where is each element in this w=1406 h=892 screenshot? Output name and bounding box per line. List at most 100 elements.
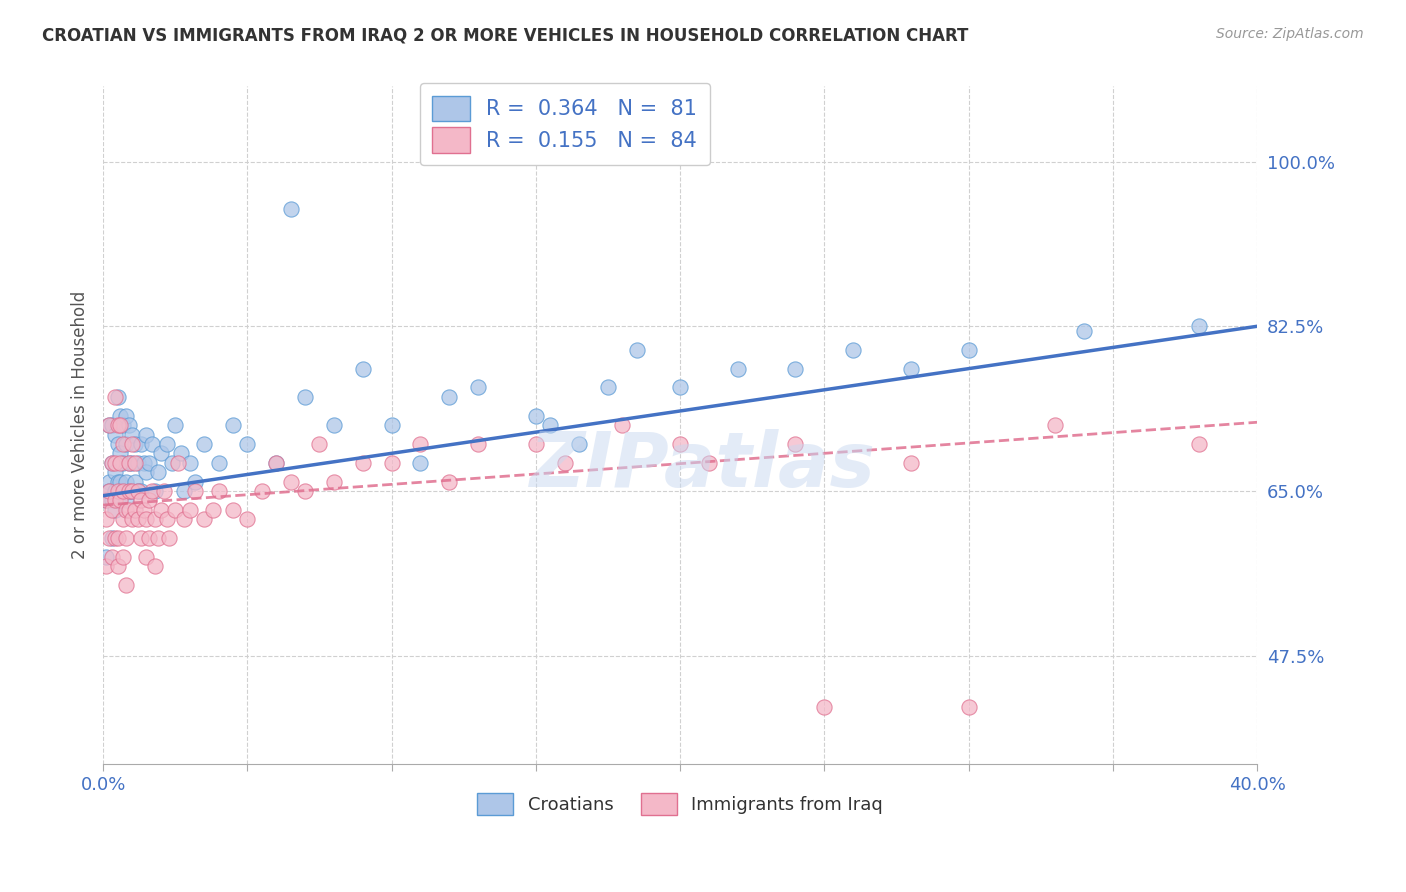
Point <box>409 456 432 470</box>
Point <box>104 390 127 404</box>
Point <box>524 437 547 451</box>
Point <box>97 418 120 433</box>
Point <box>138 493 160 508</box>
Point <box>201 502 224 516</box>
Point <box>124 502 146 516</box>
Point <box>467 380 489 394</box>
Point <box>294 483 316 498</box>
Point <box>554 456 576 470</box>
Point <box>121 427 143 442</box>
Point <box>236 512 259 526</box>
Point <box>352 456 374 470</box>
Point <box>121 512 143 526</box>
Point <box>669 380 692 394</box>
Point <box>110 456 132 470</box>
Point <box>112 418 135 433</box>
Point <box>110 418 132 433</box>
Point <box>129 531 152 545</box>
Point <box>280 202 302 216</box>
Point <box>112 483 135 498</box>
Point <box>135 427 157 442</box>
Point <box>101 418 124 433</box>
Point <box>101 456 124 470</box>
Point <box>110 475 132 489</box>
Point <box>121 437 143 451</box>
Point <box>115 475 138 489</box>
Point <box>101 549 124 564</box>
Point <box>381 456 404 470</box>
Point <box>179 456 201 470</box>
Point <box>409 437 432 451</box>
Point <box>107 418 129 433</box>
Point <box>94 549 117 564</box>
Point <box>322 418 344 433</box>
Point <box>115 437 138 451</box>
Point <box>612 418 634 433</box>
Point <box>132 502 155 516</box>
Point <box>596 380 619 394</box>
Point <box>152 483 174 498</box>
Point <box>127 456 149 470</box>
Point <box>568 437 591 451</box>
Point <box>626 343 648 357</box>
Point <box>107 390 129 404</box>
Point <box>439 475 461 489</box>
Point <box>322 475 344 489</box>
Point <box>118 456 141 470</box>
Point <box>352 361 374 376</box>
Point <box>101 456 124 470</box>
Point <box>112 456 135 470</box>
Point <box>1043 418 1066 433</box>
Point <box>138 531 160 545</box>
Point <box>135 549 157 564</box>
Point <box>104 465 127 479</box>
Point <box>1188 319 1211 334</box>
Point <box>162 456 184 470</box>
Point <box>842 343 865 357</box>
Point <box>110 493 132 508</box>
Point <box>129 437 152 451</box>
Point <box>467 437 489 451</box>
Point <box>957 700 980 714</box>
Point <box>143 483 166 498</box>
Point <box>143 512 166 526</box>
Point <box>101 502 124 516</box>
Point <box>143 559 166 574</box>
Point <box>207 483 229 498</box>
Point <box>115 502 138 516</box>
Point <box>107 493 129 508</box>
Point <box>112 512 135 526</box>
Point <box>94 493 117 508</box>
Point <box>112 437 135 451</box>
Point <box>222 502 245 516</box>
Point <box>957 343 980 357</box>
Point <box>155 437 177 451</box>
Point <box>104 427 127 442</box>
Point <box>146 465 169 479</box>
Point <box>97 483 120 498</box>
Point <box>165 418 187 433</box>
Point <box>112 549 135 564</box>
Point <box>236 437 259 451</box>
Point <box>207 456 229 470</box>
Point <box>121 483 143 498</box>
Point <box>524 409 547 423</box>
Point <box>381 418 404 433</box>
Point <box>115 409 138 423</box>
Point <box>193 512 215 526</box>
Point <box>124 437 146 451</box>
Point <box>124 475 146 489</box>
Point <box>118 483 141 498</box>
Point <box>104 456 127 470</box>
Point <box>101 493 124 508</box>
Point <box>118 483 141 498</box>
Point <box>900 456 922 470</box>
Point <box>94 493 117 508</box>
Point <box>697 456 720 470</box>
Point <box>97 483 120 498</box>
Text: ZIPatlas: ZIPatlas <box>530 429 876 503</box>
Point <box>149 446 172 460</box>
Point <box>280 475 302 489</box>
Point <box>308 437 330 451</box>
Point <box>129 493 152 508</box>
